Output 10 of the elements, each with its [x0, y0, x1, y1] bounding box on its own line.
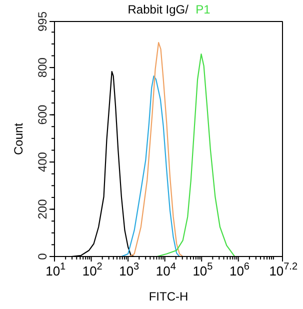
x-axis-title: FITC-H [148, 290, 188, 304]
y-tick-label: 995 [36, 11, 50, 32]
y-tick-label: 800 [36, 57, 50, 78]
y-tick-label: 0 [36, 252, 50, 260]
y-tick-label: 200 [36, 198, 50, 220]
y-axis-title: Count [12, 122, 26, 156]
y-tick-label: 600 [36, 104, 50, 125]
y-tick-label: 400 [36, 152, 50, 172]
text: P1 [196, 2, 211, 16]
chart-title: Rabbit IgG/ [128, 2, 190, 16]
